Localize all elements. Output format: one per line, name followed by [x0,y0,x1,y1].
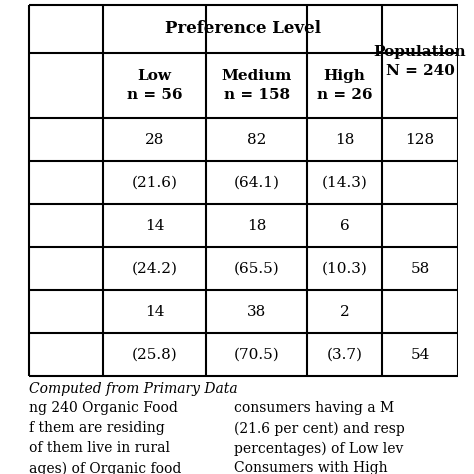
Text: (25.8): (25.8) [132,348,178,362]
Text: (14.3): (14.3) [322,176,368,190]
Text: 54: 54 [410,348,430,362]
Text: (65.5): (65.5) [234,262,280,276]
Text: (21.6 per cent) and resp: (21.6 per cent) and resp [234,421,405,436]
Text: 38: 38 [247,305,266,319]
Text: consumers having a M: consumers having a M [234,401,394,415]
Text: of them live in rural: of them live in rural [29,441,170,455]
Text: 2: 2 [340,305,349,319]
Text: f them are residing: f them are residing [29,421,165,435]
Text: 14: 14 [145,305,164,319]
Text: (70.5): (70.5) [234,348,280,362]
Text: percentages) of Low lev: percentages) of Low lev [234,441,403,456]
Text: Medium
n = 158: Medium n = 158 [221,69,292,102]
Text: (64.1): (64.1) [234,176,280,190]
Text: 14: 14 [145,219,164,233]
Text: ages) of Organic food: ages) of Organic food [29,461,182,474]
Text: 82: 82 [247,133,266,147]
Text: Population
N = 240: Population N = 240 [374,45,466,78]
Text: (10.3): (10.3) [322,262,368,276]
Text: (21.6): (21.6) [132,176,178,190]
Text: (24.2): (24.2) [132,262,178,276]
Text: 18: 18 [335,133,355,147]
Text: Low
n = 56: Low n = 56 [127,69,182,102]
Text: Computed from Primary Data: Computed from Primary Data [29,382,237,396]
Text: Preference Level: Preference Level [164,20,321,37]
Text: (3.7): (3.7) [327,348,363,362]
Text: 128: 128 [406,133,435,147]
Text: 18: 18 [247,219,266,233]
Text: 58: 58 [410,262,430,276]
Text: 28: 28 [145,133,164,147]
Text: Consumers with High: Consumers with High [234,461,388,474]
Text: 6: 6 [340,219,349,233]
Text: High
n = 26: High n = 26 [317,69,373,102]
Text: ng 240 Organic Food: ng 240 Organic Food [29,401,178,415]
